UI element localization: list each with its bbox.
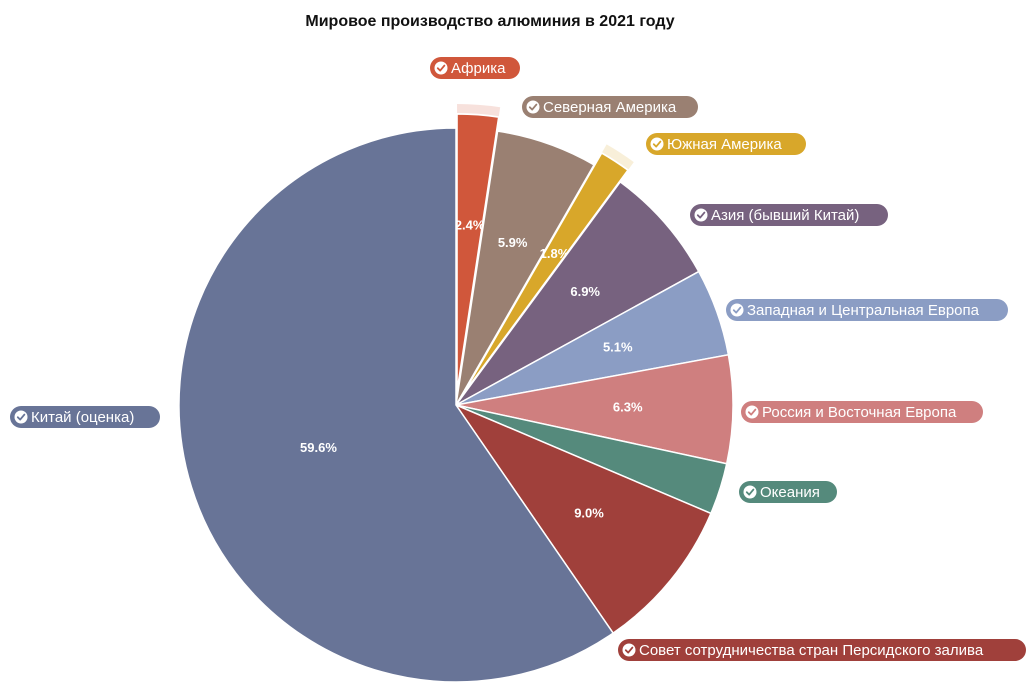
slice-3[interactable]: 1.8% Южная Америка [462,133,806,394]
legend-item-9[interactable]: Китай (оценка) [10,406,160,428]
legend-item-5[interactable]: Западная и Центральная Европа [726,299,1008,321]
checkmark-stroke [747,408,757,416]
slice-highlight-1 [457,104,501,117]
legend-pill[interactable] [430,57,520,79]
checkmark-stroke [436,64,446,72]
slice-highlight-3 [602,144,634,170]
legend-label: Океания [760,484,820,501]
pie-slice-8[interactable] [453,403,712,635]
legend-item-8[interactable]: Совет сотрудничества стран Персидского з… [618,639,1026,661]
legend-label: Россия и Восточная Европа [762,404,957,421]
legend-label: Северная Америка [543,99,677,116]
checkmark-icon [730,303,744,317]
pie-slice-4[interactable] [455,180,700,406]
slice-value-label: 2.4% [455,217,485,232]
slice-6[interactable]: 6.3% Россия и Восточная Европа [455,353,983,465]
checkmark-icon [14,410,28,424]
slice-value-label: 9.0% [574,506,604,521]
legend-pill[interactable] [726,299,1008,321]
slice-value-label: 6.3% [613,400,643,415]
legend-item-1[interactable]: Африка [430,57,520,79]
legend-pill[interactable] [618,639,1026,661]
slice-1[interactable]: 2.4% Африка [430,57,520,392]
checkmark-icon [526,100,540,114]
checkmark-stroke [624,646,634,654]
checkmark-stroke [652,140,662,148]
checkmark-icon [743,485,757,499]
slice-value-label: 1.8% [540,246,570,261]
legend-label: Азия (бывший Китай) [711,207,859,224]
slice-5[interactable]: 5.1% Западная и Центральная Европа [455,270,1008,406]
legend-label: Африка [451,60,506,77]
legend-pill[interactable] [522,96,698,118]
slice-value-label: 6.9% [570,284,600,299]
legend-item-2[interactable]: Северная Америка [522,96,698,118]
legend-pill[interactable] [646,133,806,155]
slice-9[interactable]: 59.6% Китай (оценка) [10,127,615,683]
checkmark-icon [745,405,759,419]
checkmark-icon [650,137,664,151]
legend-item-7[interactable]: Океания [739,481,837,503]
checkmark-stroke [696,211,706,219]
legend-pill[interactable] [741,401,983,423]
slice-value-label: 59.6% [300,440,337,455]
checkmark-icon [622,643,636,657]
checkmark-stroke [745,488,755,496]
pie-slice-1[interactable] [456,113,500,392]
legend-pill[interactable] [690,204,888,226]
pie-slice-3[interactable] [462,152,629,394]
legend-item-6[interactable]: Россия и Восточная Европа [741,401,983,423]
legend-item-3[interactable]: Южная Америка [646,133,806,155]
legend-label: Западная и Центральная Европа [747,302,980,319]
legend-label: Совет сотрудничества стран Персидского з… [639,642,984,659]
slice-2[interactable]: 5.9% Северная Америка [455,96,698,406]
checkmark-stroke [528,103,538,111]
pie-slice-2[interactable] [455,130,596,406]
slice-value-label: 5.9% [498,235,528,250]
checkmark-stroke [16,413,26,421]
slice-8[interactable]: 9.0% Совет сотрудничества стран Персидско… [453,403,1026,661]
legend-pill[interactable] [10,406,160,428]
legend-pill[interactable] [739,481,837,503]
checkmark-icon [434,61,448,75]
slice-4[interactable]: 6.9% Азия (бывший Китай) [455,180,888,406]
chart-title: Мировое производство алюминия в 2021 год… [305,13,675,30]
legend-label: Китай (оценка) [31,409,134,426]
slice-value-label: 5.1% [603,339,633,354]
legend-item-4[interactable]: Азия (бывший Китай) [690,204,888,226]
checkmark-icon [694,208,708,222]
legend-label: Южная Америка [667,136,782,153]
pie-slice-9[interactable] [178,127,615,683]
checkmark-stroke [732,306,742,314]
